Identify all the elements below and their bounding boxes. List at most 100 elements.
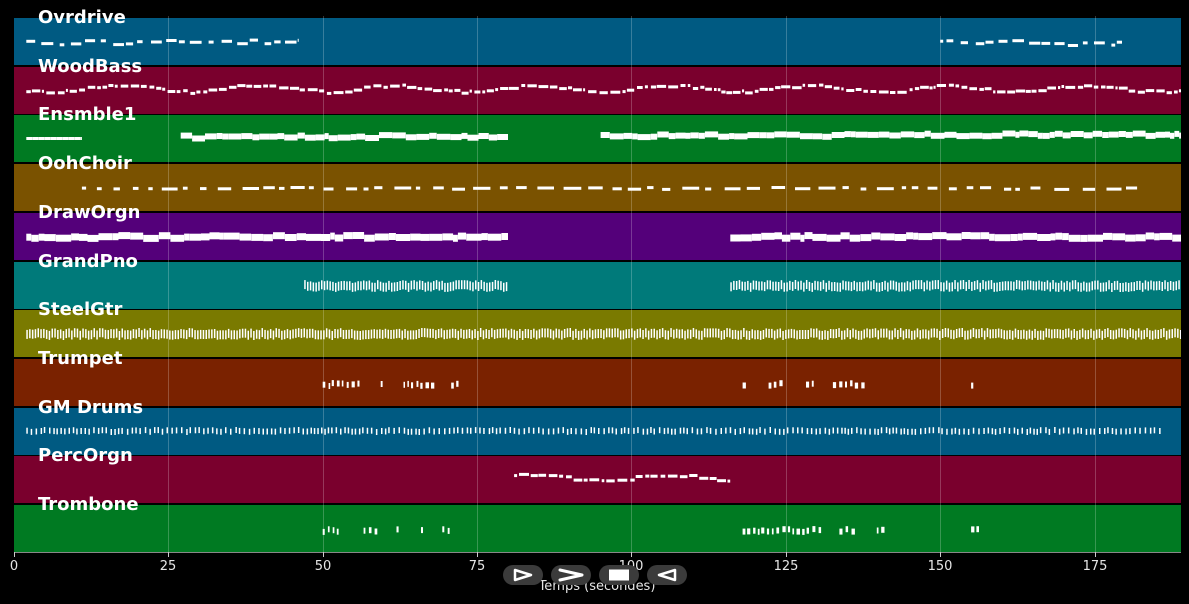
midi-note xyxy=(569,328,571,337)
midi-note xyxy=(769,427,771,433)
midi-note xyxy=(852,328,854,338)
midi-note xyxy=(461,132,468,139)
midi-note xyxy=(906,232,914,240)
midi-note xyxy=(348,329,350,339)
midi-note xyxy=(401,330,403,340)
midi-note xyxy=(753,527,756,534)
rewind-button[interactable] xyxy=(647,565,687,585)
midi-note xyxy=(931,280,934,290)
midi-note xyxy=(411,382,414,389)
midi-note xyxy=(131,427,134,434)
midi-note xyxy=(319,89,325,93)
midi-note xyxy=(205,133,217,140)
midi-note xyxy=(537,186,554,190)
midi-note xyxy=(725,427,727,434)
midi-note xyxy=(925,329,927,339)
midi-note xyxy=(827,330,829,340)
midi-note xyxy=(384,328,387,338)
midi-note xyxy=(889,280,892,290)
midi-note xyxy=(860,187,867,191)
midi-note xyxy=(513,427,516,434)
midi-note xyxy=(815,328,818,338)
track-lane[interactable] xyxy=(14,408,1181,455)
midi-note xyxy=(583,88,586,92)
track-lane[interactable] xyxy=(14,262,1181,309)
midi-note xyxy=(87,330,90,340)
midi-note xyxy=(198,427,200,434)
midi-note xyxy=(570,428,572,434)
midi-note xyxy=(392,132,406,139)
midi-note xyxy=(776,527,780,534)
midi-note xyxy=(630,478,635,482)
midi-note xyxy=(948,187,957,191)
midi-note xyxy=(118,331,121,340)
midi-note xyxy=(1130,282,1133,292)
midi-note xyxy=(73,328,76,338)
grid-line xyxy=(631,16,632,552)
play-button[interactable] xyxy=(503,565,543,585)
midi-note xyxy=(80,428,82,434)
midi-note xyxy=(377,280,379,290)
midi-note xyxy=(309,281,312,291)
midi-note xyxy=(1021,281,1023,291)
track-lane[interactable] xyxy=(14,359,1181,406)
midi-note xyxy=(1116,280,1119,290)
midi-note xyxy=(969,87,977,91)
midi-note xyxy=(1018,280,1021,290)
midi-note xyxy=(405,280,407,290)
midi-note xyxy=(1123,328,1126,338)
midi-note xyxy=(429,233,443,241)
midi-note xyxy=(393,427,395,434)
midi-note xyxy=(1170,132,1175,139)
midi-note xyxy=(958,328,961,338)
track-lane[interactable] xyxy=(14,213,1181,260)
stop-button[interactable] xyxy=(599,565,639,585)
midi-note xyxy=(1083,281,1085,291)
midi-note xyxy=(806,527,809,534)
midi-note xyxy=(855,131,868,138)
midi-note xyxy=(802,83,806,87)
forward-button[interactable] xyxy=(551,565,591,585)
track-lane[interactable] xyxy=(14,164,1181,211)
track-lane[interactable] xyxy=(14,18,1181,65)
midi-note xyxy=(857,330,860,340)
midi-note xyxy=(804,330,807,339)
midi-note xyxy=(82,328,84,338)
track-lane[interactable] xyxy=(14,310,1181,357)
midi-note xyxy=(801,427,803,434)
midi-note xyxy=(1073,329,1075,338)
midi-note xyxy=(315,134,325,141)
midi-note xyxy=(686,428,688,435)
midi-note xyxy=(277,133,285,140)
midi-note xyxy=(902,330,905,340)
midi-note xyxy=(973,281,976,291)
midi-note xyxy=(381,428,383,434)
track-lane[interactable] xyxy=(14,115,1181,162)
track-lane[interactable] xyxy=(14,505,1181,552)
midi-note xyxy=(115,328,118,338)
midi-note xyxy=(580,428,583,435)
midi-note xyxy=(363,527,366,534)
midi-note xyxy=(93,328,95,338)
midi-note xyxy=(817,281,819,291)
midi-note xyxy=(328,383,331,389)
track-lane[interactable] xyxy=(14,67,1181,114)
midi-note xyxy=(1088,282,1091,292)
midi-note xyxy=(269,133,278,140)
midi-note xyxy=(635,475,643,478)
midi-note xyxy=(658,427,661,434)
midi-note xyxy=(909,88,913,92)
midi-note xyxy=(266,428,268,435)
grid-line xyxy=(323,16,324,552)
midi-note xyxy=(1022,232,1038,240)
track-lane[interactable] xyxy=(14,456,1181,503)
midi-note xyxy=(1031,89,1037,93)
midi-note xyxy=(312,282,315,292)
midi-note xyxy=(357,380,360,387)
midi-note xyxy=(978,329,980,339)
midi-note xyxy=(504,427,507,434)
midi-note xyxy=(732,90,741,94)
midi-note xyxy=(469,89,472,93)
midi-note xyxy=(1077,282,1079,292)
midi-note xyxy=(819,281,822,291)
